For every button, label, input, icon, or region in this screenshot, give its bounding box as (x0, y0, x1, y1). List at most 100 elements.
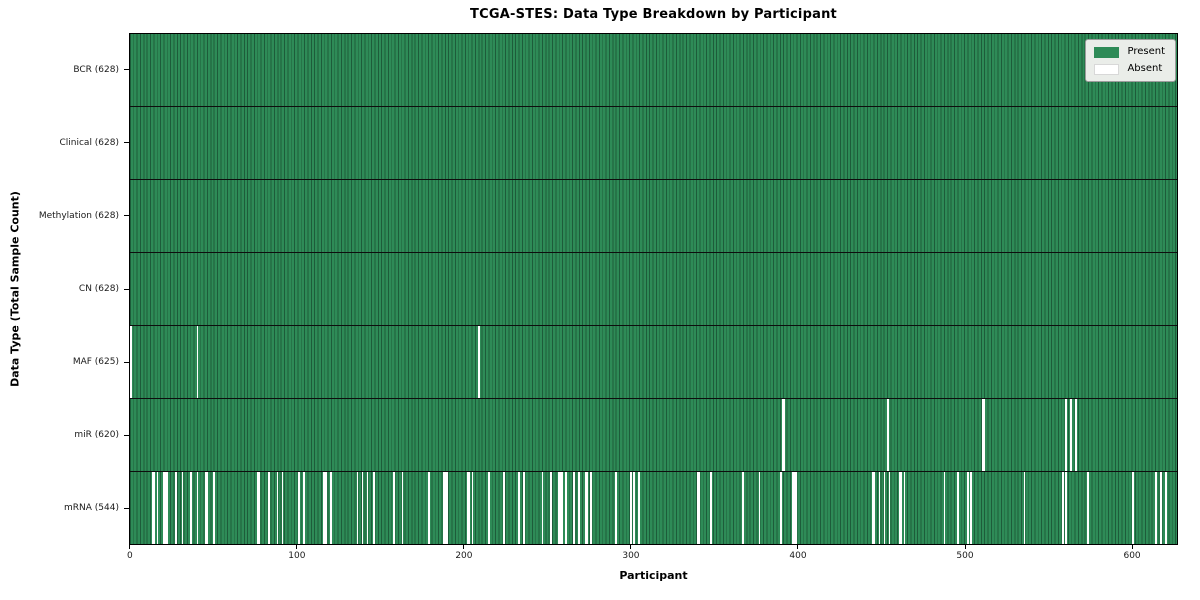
absent-mark (888, 472, 891, 544)
absent-mark (1165, 472, 1167, 544)
absent-mark (638, 472, 641, 544)
absent-mark (710, 472, 712, 544)
heatmap-row-MAF (130, 326, 1177, 399)
heatmap-row-Methylation (130, 180, 1177, 253)
absent-mark (1061, 472, 1064, 544)
y-tick-mark (124, 361, 129, 363)
absent-mark (956, 472, 959, 544)
absent-mark (190, 472, 192, 544)
absent-mark (206, 472, 209, 544)
absent-mark (550, 472, 552, 544)
absent-mark (903, 472, 906, 544)
absent-mark (445, 472, 447, 544)
x-tick-label: 600 (1123, 551, 1141, 561)
absent-mark (795, 472, 797, 544)
absent-mark (1023, 472, 1026, 544)
x-axis-ticks: 0 100 200 300 400 500 600 (127, 545, 1178, 569)
absent-mark (166, 472, 169, 544)
absent-mark (615, 472, 617, 544)
absent-mark (446, 472, 449, 544)
absent-mark (573, 472, 576, 544)
legend: Present Absent (1085, 39, 1176, 82)
absent-mark (196, 472, 199, 544)
absent-mark (468, 472, 471, 544)
absent-mark (696, 472, 699, 544)
absent-mark (793, 472, 796, 544)
absent-mark (156, 472, 159, 544)
absent-mark (741, 472, 744, 544)
absent-mark (303, 472, 306, 544)
absent-mark (900, 472, 902, 544)
absent-mark (153, 472, 155, 544)
absent-mark (488, 472, 491, 544)
absent-mark (560, 472, 562, 544)
absent-mark (330, 472, 332, 544)
absent-mark (585, 472, 587, 544)
absent-mark (518, 472, 521, 544)
legend-entry-present: Present (1094, 46, 1165, 58)
x-tick-mark (463, 545, 465, 549)
y-tick-mark (124, 507, 129, 509)
absent-mark (361, 472, 364, 544)
absent-mark (466, 472, 469, 544)
plot-area (129, 33, 1178, 545)
absent-mark (165, 472, 167, 544)
absent-mark (541, 472, 544, 544)
absent-mark (586, 472, 589, 544)
legend-entry-absent: Absent (1094, 63, 1165, 75)
absent-mark (780, 472, 782, 544)
absent-mark (478, 326, 481, 398)
y-tick-label: mRNA (544) (64, 503, 119, 514)
absent-mark (873, 472, 876, 544)
y-tick-mark (124, 142, 129, 144)
absent-mark (213, 472, 216, 544)
x-tick-mark (1131, 545, 1133, 549)
y-tick-label: CN (628) (78, 284, 119, 294)
absent-mark (578, 472, 581, 544)
heatmap-row-Clinical (130, 107, 1177, 180)
y-tick-mark (124, 215, 129, 217)
absent-mark (1065, 472, 1067, 544)
absent-mark (633, 472, 636, 544)
absent-mark (783, 399, 786, 471)
absent-mark (130, 326, 132, 398)
x-tick-label: 100 (288, 551, 306, 561)
absent-mark (256, 472, 259, 544)
absent-mark (366, 472, 369, 544)
absent-mark (758, 472, 761, 544)
absent-mark (791, 472, 794, 544)
absent-mark (898, 472, 901, 544)
absent-mark (871, 472, 874, 544)
absent-mark (590, 472, 592, 544)
x-tick-mark (630, 545, 632, 549)
absent-mark (181, 472, 184, 544)
absent-mark (1086, 472, 1089, 544)
absent-mark (356, 472, 359, 544)
heatmap-row-miR (130, 399, 1177, 472)
x-tick-mark (797, 545, 799, 549)
absent-mark (981, 399, 984, 471)
absent-mark (1160, 472, 1162, 544)
absent-mark (258, 472, 261, 544)
x-tick-label: 400 (789, 551, 807, 561)
absent-mark (196, 326, 199, 398)
y-tick-label: Clinical (628) (59, 137, 119, 148)
absent-mark (781, 399, 784, 471)
absent-mark (323, 472, 326, 544)
absent-mark (393, 472, 396, 544)
absent-swatch-icon (1094, 63, 1120, 75)
absent-mark (401, 472, 404, 544)
y-tick-mark (124, 288, 129, 290)
absent-mark (373, 472, 376, 544)
chart-title: TCGA-STES: Data Type Breakdown by Partic… (470, 7, 837, 22)
absent-mark (983, 399, 986, 471)
x-tick-label: 300 (622, 551, 640, 561)
absent-mark (565, 472, 567, 544)
absent-mark (471, 472, 474, 544)
x-tick-label: 500 (956, 551, 974, 561)
absent-mark (163, 472, 165, 544)
legend-label-present: Present (1127, 46, 1165, 57)
heatmap-row-CN (130, 253, 1177, 326)
absent-mark (561, 472, 564, 544)
